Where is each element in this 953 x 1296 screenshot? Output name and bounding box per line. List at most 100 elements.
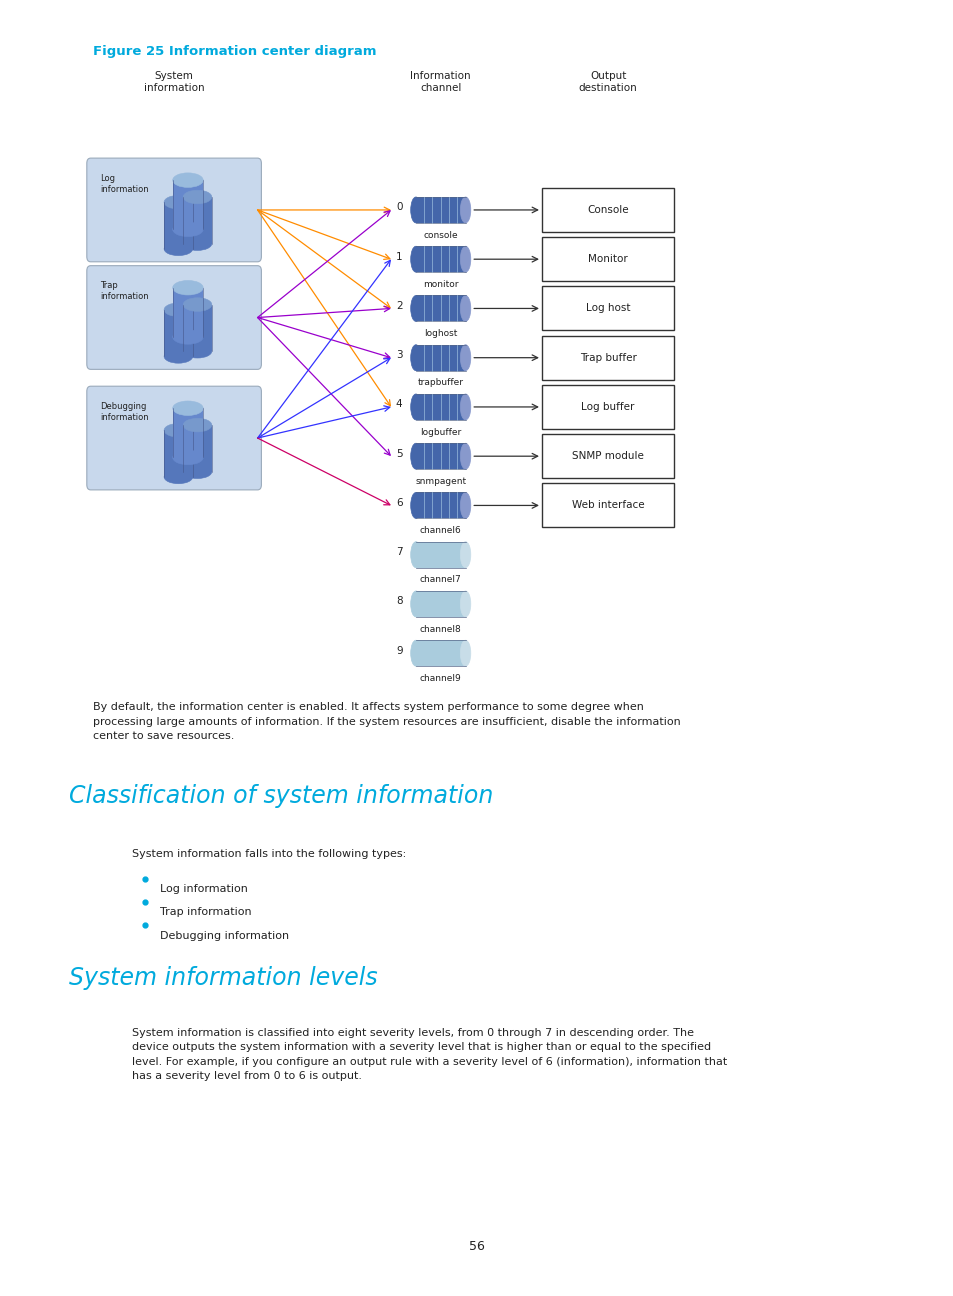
Text: channel6: channel6 <box>419 526 461 535</box>
Text: Log host: Log host <box>585 303 630 314</box>
Ellipse shape <box>183 237 212 250</box>
Ellipse shape <box>459 443 471 469</box>
FancyBboxPatch shape <box>541 286 674 330</box>
Ellipse shape <box>183 419 212 432</box>
Ellipse shape <box>410 443 421 469</box>
Ellipse shape <box>164 196 193 209</box>
Ellipse shape <box>183 465 212 478</box>
Ellipse shape <box>410 640 421 666</box>
Bar <box>164 430 193 477</box>
Text: SNMP module: SNMP module <box>572 451 643 461</box>
FancyBboxPatch shape <box>541 385 674 429</box>
Text: Log information: Log information <box>160 884 248 894</box>
Bar <box>183 197 212 244</box>
Text: System information levels: System information levels <box>69 966 377 990</box>
FancyBboxPatch shape <box>87 386 261 490</box>
FancyBboxPatch shape <box>541 483 674 527</box>
Ellipse shape <box>410 345 421 371</box>
Text: console: console <box>423 231 457 240</box>
Ellipse shape <box>410 394 421 420</box>
Ellipse shape <box>459 197 471 223</box>
Text: Trap
information: Trap information <box>100 281 149 302</box>
Text: Debugging information: Debugging information <box>160 931 289 941</box>
Bar <box>164 310 193 356</box>
Text: Information
channel: Information channel <box>410 71 471 93</box>
Ellipse shape <box>172 400 203 416</box>
FancyBboxPatch shape <box>541 188 674 232</box>
Text: Log buffer: Log buffer <box>581 402 634 412</box>
Ellipse shape <box>410 591 421 617</box>
Text: 5: 5 <box>395 448 402 459</box>
Text: Log
information: Log information <box>100 174 149 194</box>
Text: 6: 6 <box>395 498 402 508</box>
Text: 4: 4 <box>395 399 402 410</box>
Bar <box>416 345 465 371</box>
Bar <box>416 246 465 272</box>
Text: Monitor: Monitor <box>588 254 627 264</box>
Bar <box>172 180 203 229</box>
FancyBboxPatch shape <box>541 336 674 380</box>
Text: 0: 0 <box>395 202 402 213</box>
Ellipse shape <box>410 492 421 518</box>
Text: 9: 9 <box>395 645 402 656</box>
Text: Trap information: Trap information <box>160 907 252 918</box>
Ellipse shape <box>410 197 421 223</box>
Bar <box>183 425 212 472</box>
Text: trapbuffer: trapbuffer <box>417 378 463 388</box>
Text: Output
destination: Output destination <box>578 71 637 93</box>
Ellipse shape <box>172 450 203 465</box>
Ellipse shape <box>172 329 203 345</box>
Bar <box>172 288 203 337</box>
Text: Trap buffer: Trap buffer <box>579 353 636 363</box>
Ellipse shape <box>172 172 203 188</box>
Text: System information is classified into eight severity levels, from 0 through 7 in: System information is classified into ei… <box>132 1028 726 1081</box>
Bar <box>416 394 465 420</box>
FancyBboxPatch shape <box>541 237 674 281</box>
Ellipse shape <box>459 394 471 420</box>
Ellipse shape <box>164 242 193 255</box>
FancyBboxPatch shape <box>87 266 261 369</box>
Text: channel8: channel8 <box>419 625 461 634</box>
Ellipse shape <box>164 350 193 363</box>
Bar <box>416 542 465 568</box>
Text: 8: 8 <box>395 596 402 607</box>
Ellipse shape <box>183 298 212 311</box>
Ellipse shape <box>183 345 212 358</box>
Bar <box>172 408 203 457</box>
Ellipse shape <box>459 345 471 371</box>
Text: monitor: monitor <box>422 280 458 289</box>
Text: 56: 56 <box>469 1240 484 1253</box>
Text: 3: 3 <box>395 350 402 360</box>
Text: snmpagent: snmpagent <box>415 477 466 486</box>
Text: Classification of system information: Classification of system information <box>69 784 493 809</box>
Text: System information falls into the following types:: System information falls into the follow… <box>132 849 405 859</box>
Ellipse shape <box>183 191 212 203</box>
Text: channel7: channel7 <box>419 575 461 584</box>
Ellipse shape <box>164 424 193 437</box>
Bar <box>164 202 193 249</box>
Bar <box>416 640 465 666</box>
Text: Console: Console <box>587 205 628 215</box>
Ellipse shape <box>172 280 203 295</box>
Bar <box>416 591 465 617</box>
Ellipse shape <box>164 303 193 316</box>
Text: 1: 1 <box>395 251 402 262</box>
Text: Debugging
information: Debugging information <box>100 402 149 422</box>
Text: 2: 2 <box>395 301 402 311</box>
Ellipse shape <box>172 222 203 237</box>
Text: channel9: channel9 <box>419 674 461 683</box>
Bar <box>416 492 465 518</box>
Ellipse shape <box>459 492 471 518</box>
Text: logbuffer: logbuffer <box>419 428 461 437</box>
Ellipse shape <box>164 470 193 483</box>
FancyBboxPatch shape <box>87 158 261 262</box>
FancyBboxPatch shape <box>541 434 674 478</box>
Text: loghost: loghost <box>424 329 456 338</box>
Ellipse shape <box>459 591 471 617</box>
Ellipse shape <box>459 640 471 666</box>
Text: System
information: System information <box>144 71 204 93</box>
Ellipse shape <box>459 542 471 568</box>
Text: Web interface: Web interface <box>571 500 644 511</box>
Text: By default, the information center is enabled. It affects system performance to : By default, the information center is en… <box>93 702 680 741</box>
Bar <box>416 443 465 469</box>
